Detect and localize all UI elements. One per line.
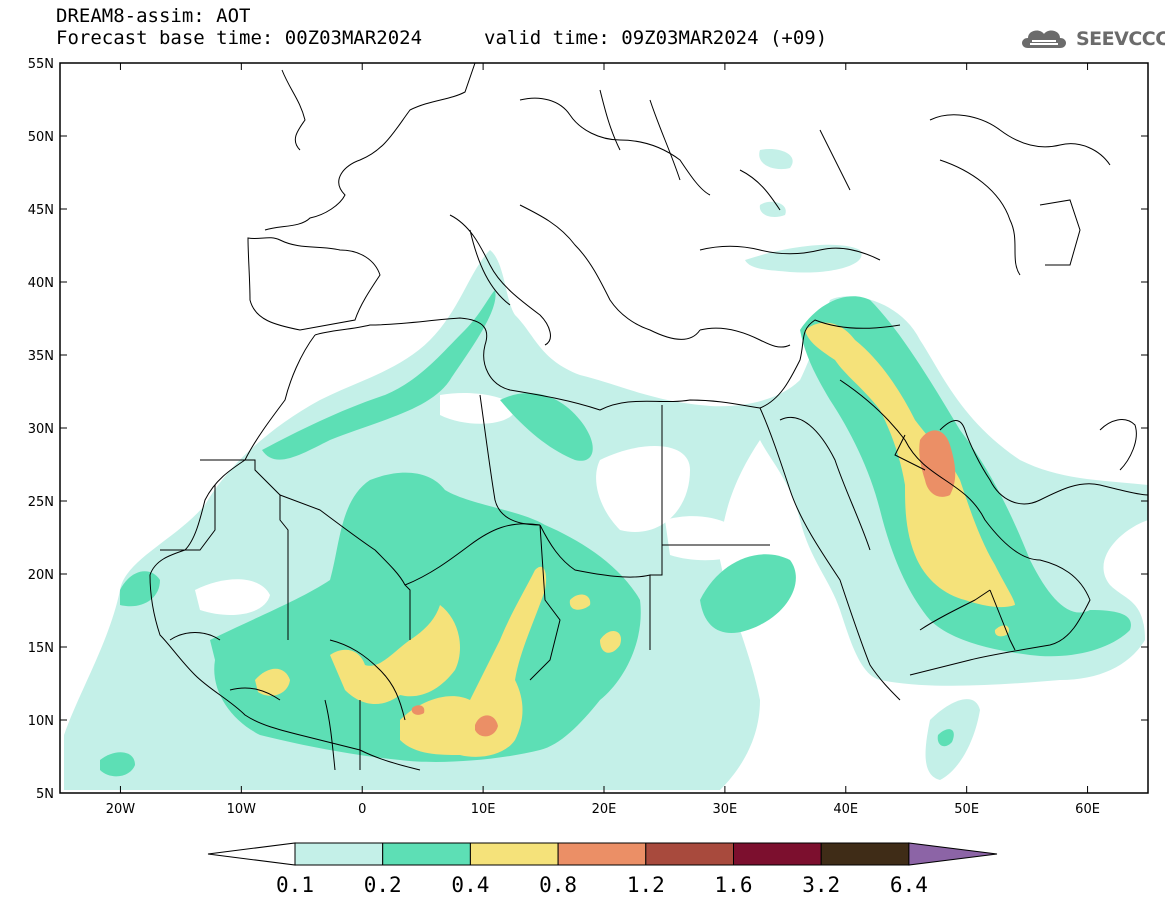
colorbar-swatch <box>382 842 471 866</box>
latitude-axis: 55N 50N 45N 40N 35N 30N 25N 20N 15N 10N 5N <box>28 57 1148 802</box>
lon-tick-label: 10W <box>227 802 257 817</box>
colorbar-swatch <box>294 842 384 866</box>
colorbar-label: 0.4 <box>451 873 489 897</box>
colorbar-label: 1.6 <box>715 873 753 897</box>
chart-title: DREAM8-assim: AOT <box>56 5 251 27</box>
lon-tick-label: 40E <box>833 802 858 817</box>
colorbar-high-arrow <box>908 842 998 866</box>
aot-level-0.8 <box>411 430 956 737</box>
colorbar-swatch <box>469 842 559 866</box>
base-time: Forecast base time: 00Z03MAR2024 <box>56 27 423 49</box>
lon-tick-label: 20W <box>106 802 136 817</box>
cloud-icon <box>1022 30 1066 48</box>
colorbar-label: 6.4 <box>890 873 928 897</box>
lat-tick-label: 20N <box>28 568 54 583</box>
forecast-times: Forecast base time: 00Z03MAR2024 valid ti… <box>56 27 827 49</box>
lon-tick-label: 0 <box>358 802 366 817</box>
colorbar-label: 3.2 <box>802 873 840 897</box>
colorbar-label: 0.2 <box>364 873 402 897</box>
coastlines-borders <box>149 63 1148 771</box>
seevccc-logo: SEEVCCC <box>1018 24 1165 54</box>
colorbar: 0.1 0.2 0.4 0.8 1.2 1.6 3.2 6.4 <box>207 842 998 897</box>
aot-level-0.4 <box>255 322 1015 757</box>
lat-tick-label: 15N <box>28 641 54 656</box>
lat-tick-label: 25N <box>28 495 54 510</box>
lon-tick-label: 10E <box>471 802 496 817</box>
aot-below-0.1 <box>195 393 750 615</box>
lat-tick-label: 45N <box>28 203 54 218</box>
longitude-axis: 20W 10W 0 10E 20E 30E 40E 50E 60E <box>106 63 1100 817</box>
colorbar-label: 0.1 <box>276 873 314 897</box>
colorbar-swatch <box>557 842 647 866</box>
colorbar-swatch <box>820 842 910 866</box>
valid-time: valid time: 09Z03MAR2024 (+09) <box>484 27 828 49</box>
lat-tick-label: 50N <box>28 130 54 145</box>
lon-tick-label: 30E <box>713 802 738 817</box>
aot-contour-fields <box>64 149 1148 790</box>
lon-tick-label: 20E <box>592 802 617 817</box>
colorbar-label: 1.2 <box>627 873 665 897</box>
logo-text: SEEVCCC <box>1076 28 1165 50</box>
colorbar-swatch <box>733 842 822 866</box>
colorbar-low-arrow <box>207 842 296 866</box>
colorbar-swatch <box>645 842 734 866</box>
lat-tick-label: 30N <box>28 422 54 437</box>
lat-tick-label: 10N <box>28 714 54 729</box>
colorbar-label: 0.8 <box>539 873 577 897</box>
lon-tick-label: 60E <box>1075 802 1100 817</box>
lat-tick-label: 35N <box>28 349 54 364</box>
lat-tick-label: 40N <box>28 276 54 291</box>
lon-tick-label: 50E <box>954 802 979 817</box>
lat-tick-label: 55N <box>28 57 54 72</box>
lat-tick-label: 5N <box>36 787 54 802</box>
